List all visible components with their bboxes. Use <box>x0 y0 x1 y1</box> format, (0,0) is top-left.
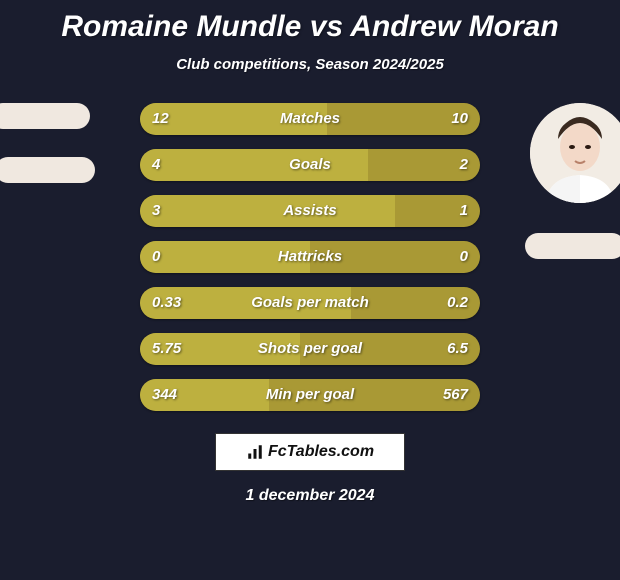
stat-row: 5.75Shots per goal6.5 <box>140 333 480 365</box>
player1-pill-1 <box>0 103 90 129</box>
stat-label: Goals <box>140 149 480 181</box>
stat-value-right: 0 <box>460 241 468 273</box>
comparison-title: Romaine Mundle vs Andrew Moran <box>0 0 620 44</box>
player2-name: Andrew Moran <box>350 10 558 43</box>
bar-chart-icon <box>246 443 264 461</box>
stat-label: Assists <box>140 195 480 227</box>
stat-value-right: 0.2 <box>447 287 468 319</box>
date-text: 1 december 2024 <box>0 487 620 505</box>
comparison-content: 12Matches104Goals23Assists10Hattricks00.… <box>0 103 620 411</box>
stat-row: 4Goals2 <box>140 149 480 181</box>
vs-text: vs <box>310 10 343 43</box>
stat-row: 12Matches10 <box>140 103 480 135</box>
avatar-placeholder-icon <box>530 103 620 203</box>
player1-name: Romaine Mundle <box>61 10 301 43</box>
stat-label: Hattricks <box>140 241 480 273</box>
brand-box[interactable]: FcTables.com <box>215 433 405 471</box>
stat-row: 0Hattricks0 <box>140 241 480 273</box>
stat-bars: 12Matches104Goals23Assists10Hattricks00.… <box>140 103 480 411</box>
stat-value-right: 10 <box>451 103 468 135</box>
stat-label: Goals per match <box>140 287 480 319</box>
stat-label: Matches <box>140 103 480 135</box>
stat-value-right: 567 <box>443 379 468 411</box>
brand-text: FcTables.com <box>268 443 374 461</box>
player2-avatar <box>530 103 620 203</box>
stat-label: Min per goal <box>140 379 480 411</box>
stat-row: 0.33Goals per match0.2 <box>140 287 480 319</box>
stat-value-right: 2 <box>460 149 468 181</box>
stat-value-right: 1 <box>460 195 468 227</box>
stat-row: 344Min per goal567 <box>140 379 480 411</box>
player1-pill-2 <box>0 157 95 183</box>
subtitle: Club competitions, Season 2024/2025 <box>0 56 620 73</box>
stat-value-right: 6.5 <box>447 333 468 365</box>
stat-row: 3Assists1 <box>140 195 480 227</box>
stat-label: Shots per goal <box>140 333 480 365</box>
player2-pill <box>525 233 620 259</box>
